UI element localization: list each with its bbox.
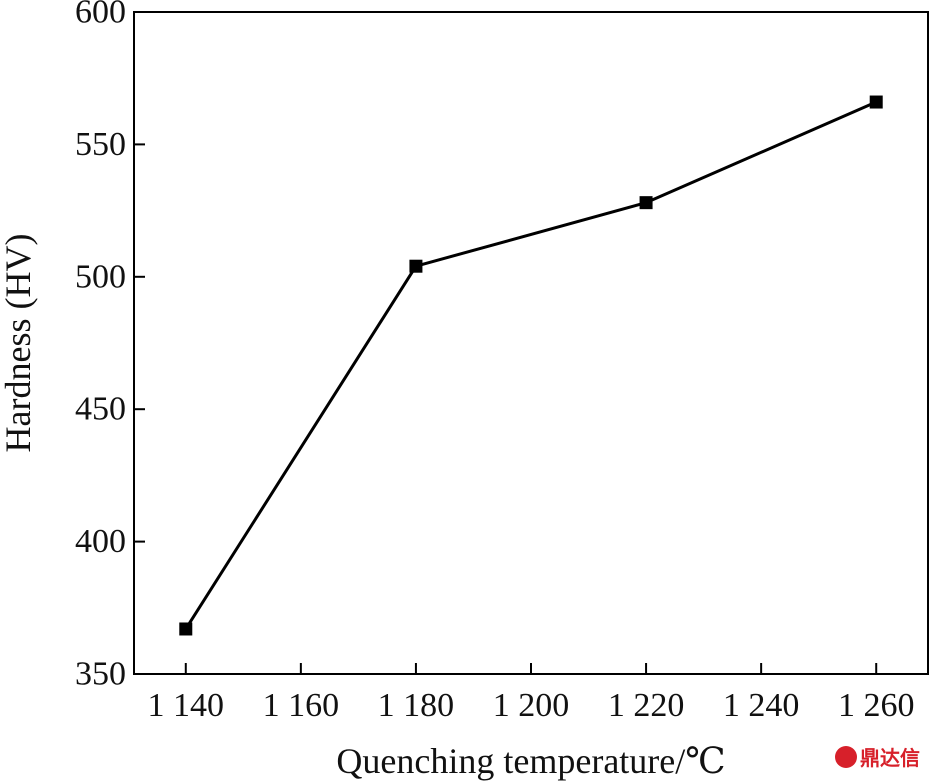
x-axis-ticks: 1 140 1 160 1 180 1 200 1 220 1 240 1 260: [148, 663, 915, 724]
x-tick-label: 1 200: [493, 687, 570, 724]
x-tick-label: 1 260: [838, 687, 915, 724]
y-tick-label: 500: [75, 258, 126, 295]
x-tick-label: 1 140: [148, 687, 225, 724]
data-point-marker: [869, 95, 883, 109]
y-axis-ticks: 350 400 450 500 550 600: [75, 0, 145, 693]
y-tick-label: 600: [75, 0, 126, 31]
y-tick-label: 400: [75, 523, 126, 560]
watermark-text: 鼎达信: [860, 746, 920, 770]
x-tick-label: 1 220: [608, 687, 685, 724]
plot-frame: [133, 11, 929, 675]
data-point-marker: [409, 259, 423, 273]
x-tick-label: 1 160: [263, 687, 340, 724]
series-layer: [179, 95, 883, 636]
x-tick-label: 1 180: [378, 687, 455, 724]
y-axis-title: Hardness (HV): [0, 234, 38, 453]
watermark-logo-icon: [835, 745, 857, 768]
series-line: [184, 100, 877, 630]
x-tick-label: 1 240: [723, 687, 800, 724]
watermark: 鼎达信: [835, 742, 920, 771]
y-tick-label: 550: [75, 126, 126, 163]
data-point-marker: [179, 622, 193, 636]
x-axis-title: Quenching temperature/℃: [336, 741, 725, 781]
y-tick-label: 450: [75, 391, 126, 428]
y-tick-label: 350: [75, 656, 126, 693]
data-point-marker: [639, 196, 653, 210]
